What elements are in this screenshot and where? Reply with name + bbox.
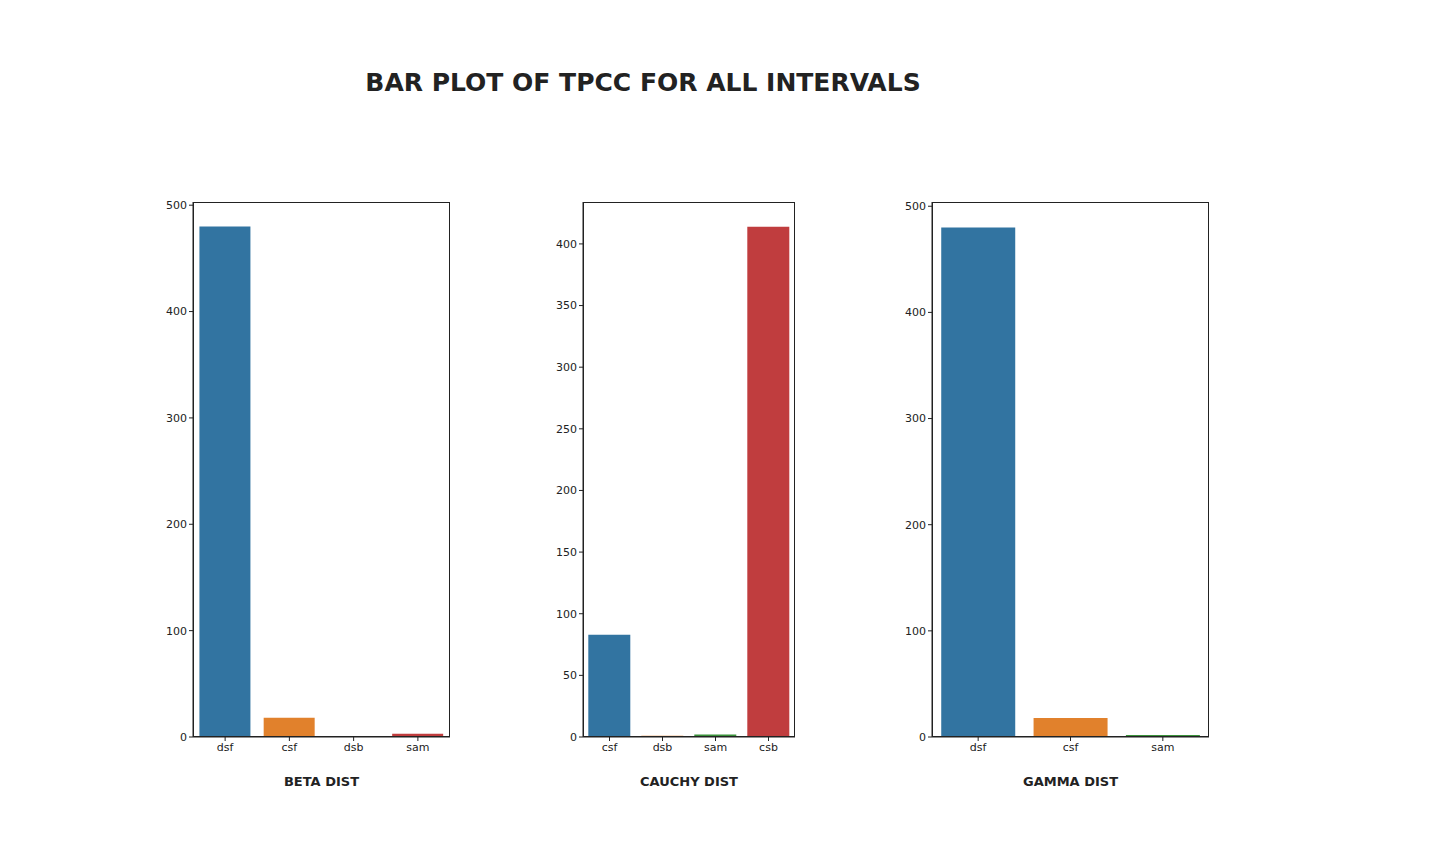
svg-text:sam: sam xyxy=(406,741,429,754)
svg-text:300: 300 xyxy=(556,361,577,374)
svg-text:100: 100 xyxy=(905,625,926,638)
html-text:GAMMA DIST: GAMMA DIST xyxy=(1023,774,1118,789)
svg-text:150: 150 xyxy=(556,546,577,559)
svg-text:dsb: dsb xyxy=(344,741,364,754)
svg-text:400: 400 xyxy=(905,306,926,319)
svg-text:sam: sam xyxy=(704,741,727,754)
svg-text:200: 200 xyxy=(166,518,187,531)
svg-text:dsf: dsf xyxy=(970,741,988,754)
svg-text:400: 400 xyxy=(166,305,187,318)
svg-text:400: 400 xyxy=(556,238,577,251)
svg-text:500: 500 xyxy=(905,200,926,213)
svg-text:300: 300 xyxy=(905,412,926,425)
svg-text:0: 0 xyxy=(180,731,187,744)
svg-text:dsf: dsf xyxy=(217,741,235,754)
svg-text:dsb: dsb xyxy=(653,741,673,754)
svg-text:250: 250 xyxy=(556,423,577,436)
svg-text:50: 50 xyxy=(563,669,577,682)
svg-text:500: 500 xyxy=(166,199,187,212)
html-text:BAR PLOT OF TPCC FOR ALL INTER: BAR PLOT OF TPCC FOR ALL INTERVALS xyxy=(365,68,921,97)
html-text:CAUCHY DIST: CAUCHY DIST xyxy=(640,774,738,789)
svg-text:csf: csf xyxy=(1063,741,1080,754)
svg-text:csf: csf xyxy=(282,741,299,754)
svg-text:0: 0 xyxy=(919,731,926,744)
svg-text:0: 0 xyxy=(570,731,577,744)
svg-text:200: 200 xyxy=(556,484,577,497)
html-text:BETA DIST: BETA DIST xyxy=(284,774,359,789)
svg-text:100: 100 xyxy=(556,608,577,621)
svg-text:csf: csf xyxy=(602,741,619,754)
svg-text:200: 200 xyxy=(905,519,926,532)
svg-text:100: 100 xyxy=(166,625,187,638)
svg-text:sam: sam xyxy=(1151,741,1174,754)
svg-text:350: 350 xyxy=(556,299,577,312)
svg-text:300: 300 xyxy=(166,412,187,425)
svg-text:csb: csb xyxy=(759,741,778,754)
